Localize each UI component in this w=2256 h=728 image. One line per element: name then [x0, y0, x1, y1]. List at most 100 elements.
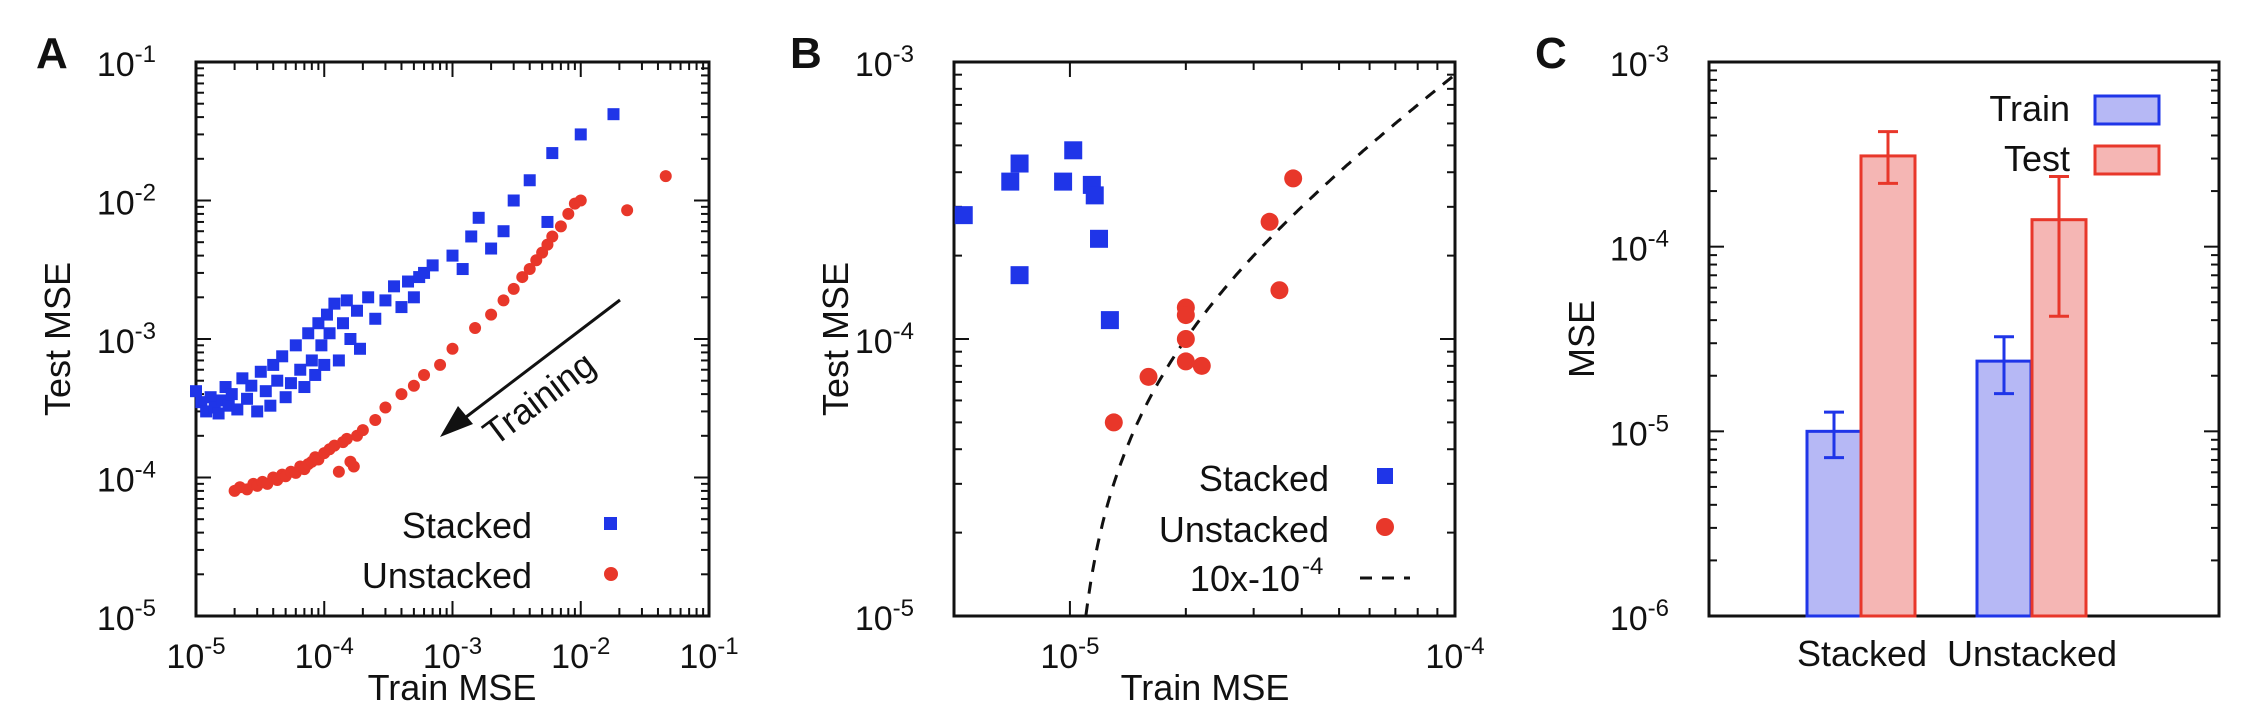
- panel-a-stacked-point: [395, 301, 408, 314]
- panel-a-stacked-point: [344, 333, 357, 345]
- panel-b-unstacked-point: [1192, 356, 1211, 375]
- panel-c-legend-train-swatch: [2093, 94, 2161, 126]
- panel-a-stacked-point: [465, 230, 478, 243]
- panel-a-unstacked-point: [356, 424, 369, 437]
- panel-a-stacked-point: [546, 147, 559, 160]
- panel-b-legend-stacked-marker: [1377, 468, 1393, 484]
- panel-b-stacked-point: [1100, 311, 1119, 330]
- panel-a-stacked-point: [574, 128, 587, 141]
- panel-b-stacked-point: [1001, 172, 1020, 191]
- panel-a-unstacked-point: [369, 414, 382, 427]
- panel-a-stacked-point: [541, 215, 554, 228]
- panel-a-ytick-label: 10-4: [97, 457, 156, 500]
- panel-c-category-unstacked: Unstacked: [1947, 633, 2117, 674]
- panel-a-unstacked-point: [418, 368, 431, 381]
- panel-c-bar-train: [1975, 359, 2033, 618]
- panel-a-unstacked-point: [485, 308, 498, 321]
- panel-a-stacked-point: [298, 381, 311, 394]
- panel-a-stacked-point: [245, 379, 258, 392]
- panel-c-ytick-label: 10-3: [1610, 41, 1669, 84]
- panel-b-ylabel: Test MSE: [815, 262, 856, 416]
- panel-a-unstacked-point: [379, 401, 392, 414]
- panel-a-stacked-point: [340, 294, 353, 307]
- panel-a-stacked-point: [369, 312, 382, 325]
- panel-a-stacked-point: [456, 263, 469, 276]
- panel-a-xtick-label: 10-4: [295, 633, 354, 676]
- panel-a-xlabel: Train MSE: [368, 667, 537, 708]
- panel-a-stacked-point: [320, 308, 333, 321]
- panel-a-unstacked-point: [523, 263, 536, 276]
- training-arrow-head: [440, 406, 473, 437]
- panel-b-legend-line-label: 10x-10: [1190, 558, 1300, 599]
- panel-a-stacked-point: [190, 385, 202, 398]
- panel-c: C 10-6 10-5 10-4 10-3 MSE Stacked Unstacked…: [1535, 29, 2221, 674]
- panel-c-ytick-label: 10-6: [1610, 595, 1669, 638]
- panel-b-stacked-point: [1085, 186, 1104, 205]
- panel-c-letter: C: [1535, 29, 1567, 78]
- panel-a-stacked-point: [204, 391, 217, 404]
- panel-a-stacked-point: [315, 339, 328, 352]
- panel-a-stacked-point: [350, 304, 363, 317]
- panel-a-stacked-point: [305, 354, 318, 367]
- panel-a-stacked-point: [523, 174, 536, 187]
- panel-a-stacked-point: [362, 291, 375, 304]
- panel-a-legend-unstacked-label: Unstacked: [362, 555, 532, 596]
- panel-a-unstacked-point: [434, 358, 447, 371]
- panel-a-stacked-point: [336, 317, 349, 330]
- panel-a-legend-unstacked-marker: [604, 567, 618, 581]
- panel-b-legend-unstacked-label: Unstacked: [1159, 509, 1329, 550]
- panel-b-unstacked-point: [1176, 330, 1195, 348]
- panel-a-stacked-point: [271, 374, 284, 387]
- panel-a-stacked-point: [323, 327, 336, 340]
- panel-b-stacked-point: [1010, 154, 1029, 173]
- panel-a-stacked-point: [195, 396, 208, 409]
- panel-a-stacked-point: [426, 259, 439, 272]
- panel-a-ytick-label: 10-5: [97, 595, 156, 638]
- panel-b-unstacked-point: [1260, 212, 1279, 231]
- panel-a-stacked-point: [276, 350, 289, 363]
- panel-a-ytick-label: 10-2: [97, 180, 156, 223]
- panel-a-unstacked-point: [554, 220, 567, 233]
- panel-c-ytick-label: 10-5: [1610, 410, 1669, 453]
- panel-b-stacked-point: [954, 206, 973, 225]
- panel-b-legend-stacked-label: Stacked: [1199, 458, 1329, 499]
- panel-a-unstacked-point: [574, 194, 587, 207]
- panel-a-unstacked-point: [347, 460, 360, 473]
- panel-a-stacked-point: [497, 225, 510, 238]
- panel-a-legend-stacked-marker: [604, 517, 617, 530]
- panel-b-unstacked-point: [1176, 352, 1195, 371]
- panel-a-stacked-point: [379, 294, 392, 307]
- panel-a-unstacked-point: [562, 207, 575, 220]
- panel-b-legend-line-exp: -4: [1302, 553, 1323, 580]
- panel-c-legend-train-label: Train: [1989, 88, 2070, 129]
- panel-a-unstacked-point: [507, 282, 520, 295]
- panel-b-legend-unstacked-marker: [1376, 518, 1394, 536]
- panel-c-ylabel: MSE: [1561, 300, 1602, 378]
- panel-a-ytick-label: 10-1: [97, 41, 156, 84]
- panel-a-xtick-label: 10-1: [679, 633, 738, 676]
- panel-c-legend-test-swatch: [2093, 144, 2161, 176]
- panel-a-stacked-point: [225, 388, 238, 401]
- panel-a-stacked-point: [485, 242, 498, 255]
- panel-c-bars: [1805, 130, 2088, 618]
- panel-a-ylabel: Test MSE: [37, 262, 78, 416]
- panel-c-legend-test-label: Test: [2004, 138, 2070, 179]
- panel-b-unstacked-point: [1176, 306, 1195, 325]
- panel-b-ytick-label: 10-4: [855, 318, 914, 361]
- panel-a-unstacked-point: [340, 432, 353, 445]
- panel-a-stacked-point: [294, 363, 307, 376]
- panel-b-unstacked-point: [1284, 169, 1303, 188]
- panel-a-stacked-point: [328, 297, 341, 310]
- panel-c-ticks: 10-6 10-5 10-4 10-3: [1610, 41, 2219, 638]
- panel-a-stacked-point: [289, 339, 302, 352]
- panel-a-unstacked-point: [659, 170, 672, 183]
- panel-b-xlabel: Train MSE: [1121, 667, 1290, 708]
- panel-a-unstacked-point: [395, 388, 408, 401]
- panel-b-unstacked-point: [1139, 367, 1158, 386]
- panel-a-unstacked-point: [446, 342, 459, 355]
- panel-a-stacked-point: [259, 385, 272, 398]
- panel-a-legend-stacked-label: Stacked: [402, 505, 532, 546]
- panel-b-ticks: 10-5 10-4 10-5 10-4 10-3: [855, 41, 1485, 676]
- panel-b-unstacked-point: [1104, 413, 1123, 432]
